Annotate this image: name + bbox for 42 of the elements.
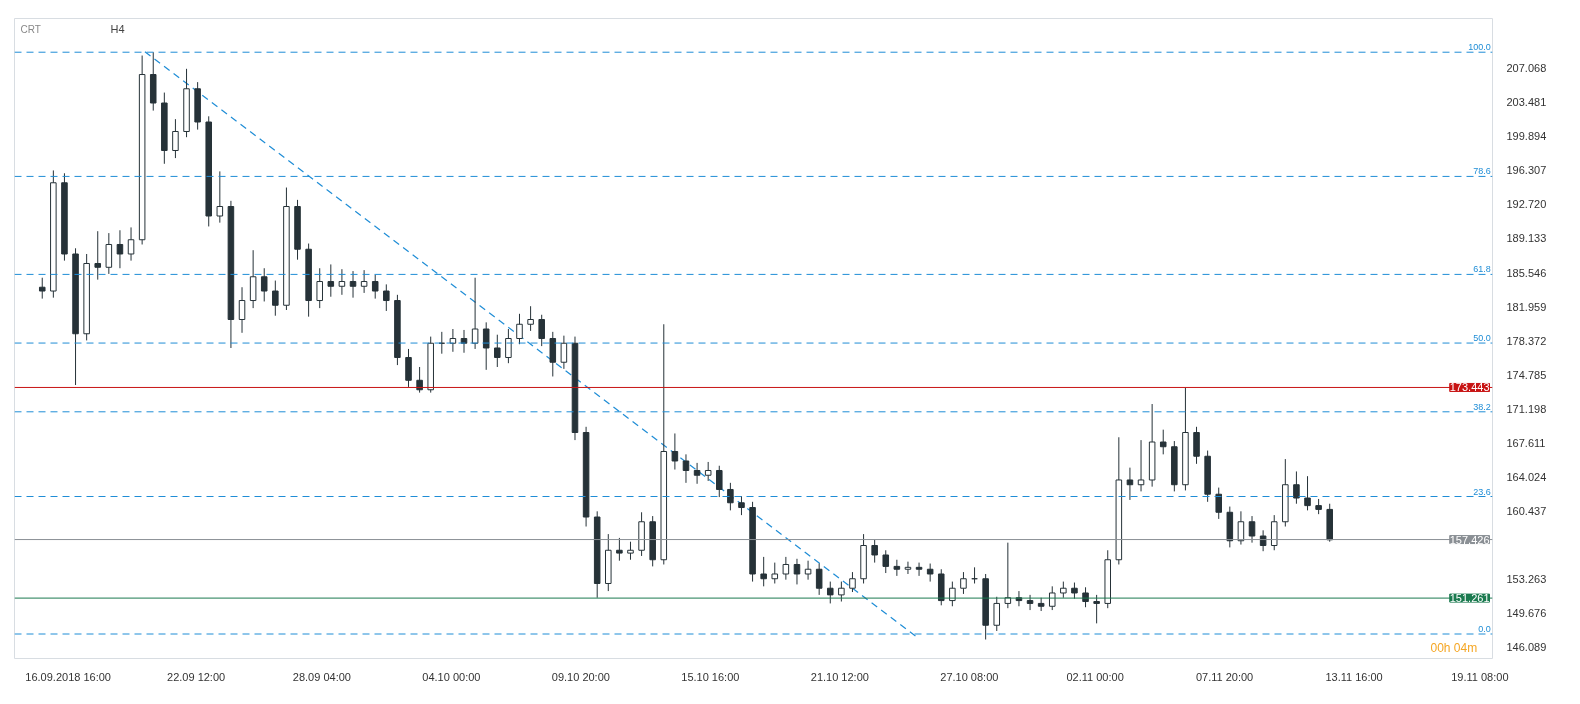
annotation: CRT bbox=[20, 23, 41, 35]
ref-line-label: 151.261 bbox=[1449, 592, 1490, 605]
annotation: 0.0 bbox=[1478, 624, 1491, 634]
y-tick-label: 178.372 bbox=[1506, 334, 1547, 347]
y-tick-label: 160.437 bbox=[1506, 504, 1547, 517]
x-tick-label: 19.11 08:00 bbox=[1451, 670, 1509, 683]
annotation: 23.6 bbox=[1473, 486, 1491, 497]
annotation: 100.0 bbox=[1468, 42, 1491, 53]
ref-line-label: 173.443 bbox=[1449, 381, 1490, 394]
annotation: 61.8 bbox=[1473, 264, 1491, 275]
y-tick-label: 207.068 bbox=[1506, 62, 1547, 75]
x-tick-label: 04.10 00:00 bbox=[422, 670, 481, 683]
x-tick-label: 09.10 20:00 bbox=[551, 670, 610, 683]
annotation: 00h 04m bbox=[1430, 640, 1478, 655]
annotation: 38.2 bbox=[1473, 401, 1491, 412]
x-tick-label: 07.11 20:00 bbox=[1195, 670, 1254, 683]
x-tick-label: 02.11 00:00 bbox=[1066, 670, 1124, 683]
annotation: 78.6 bbox=[1473, 166, 1491, 177]
y-tick-label: 174.785 bbox=[1506, 368, 1547, 381]
x-tick-label: 15.10 16:00 bbox=[681, 670, 740, 683]
y-tick-label: 167.611 bbox=[1506, 436, 1546, 449]
y-tick-label: 164.024 bbox=[1506, 470, 1547, 483]
annotation: 50.0 bbox=[1473, 333, 1491, 344]
y-tick-label: 203.481 bbox=[1506, 96, 1547, 109]
y-tick-label: 149.676 bbox=[1506, 607, 1547, 620]
ref-line-label: 157.426 bbox=[1449, 533, 1490, 546]
y-tick-label: 153.263 bbox=[1506, 573, 1547, 586]
x-tick-label: 16.09.2018 16:00 bbox=[25, 670, 111, 683]
y-tick-label: 171.198 bbox=[1506, 402, 1547, 415]
annotation: H4 bbox=[110, 22, 125, 35]
x-tick-label: 21.10 12:00 bbox=[810, 670, 869, 683]
y-tick-label: 185.546 bbox=[1506, 266, 1547, 279]
y-tick-label: 146.089 bbox=[1506, 641, 1547, 654]
y-tick-label: 181.959 bbox=[1506, 300, 1547, 313]
x-tick-label: 27.10 08:00 bbox=[940, 670, 999, 683]
y-tick-label: 196.307 bbox=[1506, 164, 1547, 177]
x-tick-label: 28.09 04:00 bbox=[292, 670, 351, 683]
x-tick-label: 22.09 12:00 bbox=[167, 670, 226, 683]
y-tick-label: 199.894 bbox=[1506, 130, 1547, 143]
y-tick-label: 189.133 bbox=[1506, 232, 1547, 245]
x-tick-label: 13.11 16:00 bbox=[1325, 670, 1383, 683]
y-tick-label: 192.720 bbox=[1506, 198, 1547, 211]
